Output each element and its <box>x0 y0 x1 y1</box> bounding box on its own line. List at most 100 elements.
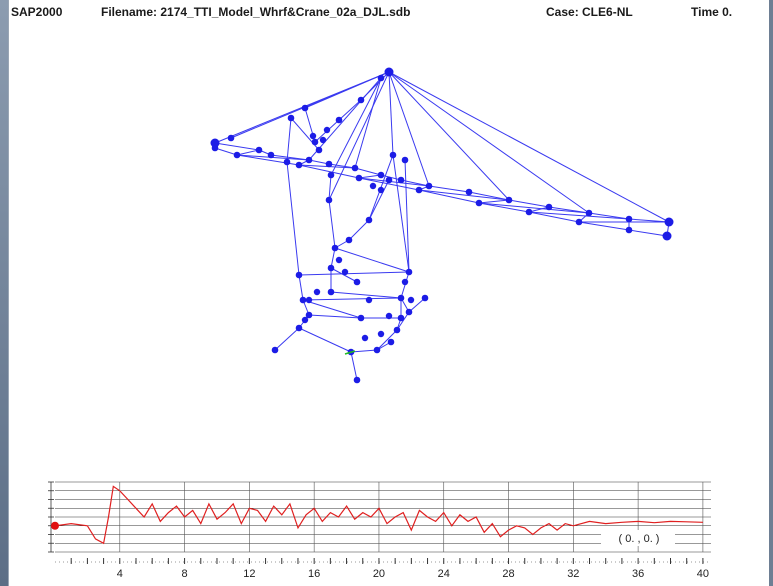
cursor-readout-box <box>601 530 675 546</box>
plot-x-tick-label: 32 <box>567 568 579 580</box>
frame-member <box>350 351 358 381</box>
frame-joint <box>421 294 429 302</box>
plot-x-tick-label: 8 <box>182 568 188 580</box>
time-history-plot[interactable]: ( 0. , 0. ) 4 8 12 16 20 24 28 32 36 40 <box>41 474 717 580</box>
frame-joint <box>299 296 307 304</box>
frame-member <box>354 167 382 176</box>
frame-joint <box>325 196 333 204</box>
frame-joints <box>210 67 674 384</box>
frame-member <box>588 212 630 220</box>
frame-member <box>360 71 390 101</box>
frame-member <box>404 159 410 273</box>
frame-joint <box>393 326 401 334</box>
frame-joint <box>327 264 335 272</box>
frame-joint <box>353 278 361 286</box>
frame-member <box>286 117 292 163</box>
frame-member <box>376 329 398 351</box>
frame-member <box>388 71 670 223</box>
frame-joint <box>331 244 339 252</box>
plot-trace-line <box>54 485 703 545</box>
frame-joint <box>387 338 395 346</box>
frame-member <box>508 199 550 208</box>
frame-joint <box>351 164 359 172</box>
frame-member <box>478 202 530 213</box>
frame-joint <box>377 330 385 338</box>
plot-x-tick-label: 24 <box>438 568 450 580</box>
frame-joint <box>377 186 385 194</box>
frame-member <box>392 154 410 273</box>
frame-joint <box>295 271 303 279</box>
frame-member <box>358 174 382 179</box>
frame-member <box>304 71 390 109</box>
frame-joint <box>385 312 393 320</box>
frame-joint <box>357 314 365 322</box>
frame-joint <box>365 216 373 224</box>
frame-joint <box>287 114 295 122</box>
cursor-readout: ( 0. , 0. ) <box>619 533 660 545</box>
frame-joint <box>327 171 335 179</box>
frame-member <box>358 177 420 191</box>
frame-joint <box>384 67 394 77</box>
frame-member <box>528 211 630 220</box>
frame-joint <box>415 186 423 194</box>
frame-member <box>468 191 510 201</box>
frame-member <box>478 202 590 214</box>
frame-joint <box>405 308 413 316</box>
frame-member <box>628 229 668 237</box>
frame-joint <box>283 158 291 166</box>
plot-gridlines <box>55 481 711 553</box>
frame-member <box>328 199 336 249</box>
frame-member <box>388 71 510 201</box>
frame-joint <box>401 156 409 164</box>
frame-joint <box>365 296 373 304</box>
frame-member <box>478 199 510 204</box>
frame-joint <box>313 288 321 296</box>
frame-member <box>388 71 394 156</box>
frame-joint <box>327 288 335 296</box>
frame-member <box>368 179 390 221</box>
plot-x-tick-label: 20 <box>373 568 385 580</box>
frame-joint <box>361 334 369 342</box>
frame-joint <box>525 208 533 216</box>
frame-joint <box>407 296 415 304</box>
filename-label: Filename: 2174_TTI_Model_Whrf&Crane_02a_… <box>101 5 411 19</box>
frame-joint <box>625 226 633 234</box>
frame-member <box>358 177 430 187</box>
frame-joint <box>425 182 433 190</box>
plot-y-axis <box>48 481 54 553</box>
frame-member <box>308 314 362 319</box>
plot-start-marker <box>51 521 59 530</box>
time-label: Time 0. <box>691 5 733 19</box>
frame-joint <box>545 203 553 211</box>
frame-joint <box>353 376 361 384</box>
frame-joint <box>465 188 473 196</box>
plot-x-tick-label: 12 <box>243 568 255 580</box>
frame-member <box>528 211 580 223</box>
frame-member <box>528 206 550 213</box>
frame-member <box>334 247 410 273</box>
frame-joint <box>585 209 593 217</box>
frame-joint <box>211 144 219 152</box>
plot-x-tick-label: 40 <box>697 568 709 580</box>
frame-member <box>330 77 382 176</box>
plot-x-ticks <box>55 558 711 564</box>
frame-joint <box>575 218 583 226</box>
frame-member <box>408 297 426 313</box>
frame-joint <box>662 231 672 241</box>
frame-joint <box>369 182 377 190</box>
frame-joint <box>397 314 405 322</box>
frame-joint <box>335 116 343 124</box>
title-bar: SAP2000 Filename: 2174_TTI_Model_Whrf&Cr… <box>9 0 769 22</box>
frame-member <box>298 274 304 301</box>
frame-member <box>328 174 332 201</box>
frame-joint <box>323 126 331 134</box>
window-left-edge <box>0 0 8 586</box>
frame-joint <box>255 146 263 154</box>
frame-joint <box>385 176 393 184</box>
frame-joint <box>505 196 513 204</box>
frame-joint <box>377 171 385 179</box>
frame-member <box>354 77 382 169</box>
frame-joint <box>401 278 409 286</box>
frame-member <box>428 185 470 193</box>
model-3d-view[interactable] <box>9 22 769 462</box>
